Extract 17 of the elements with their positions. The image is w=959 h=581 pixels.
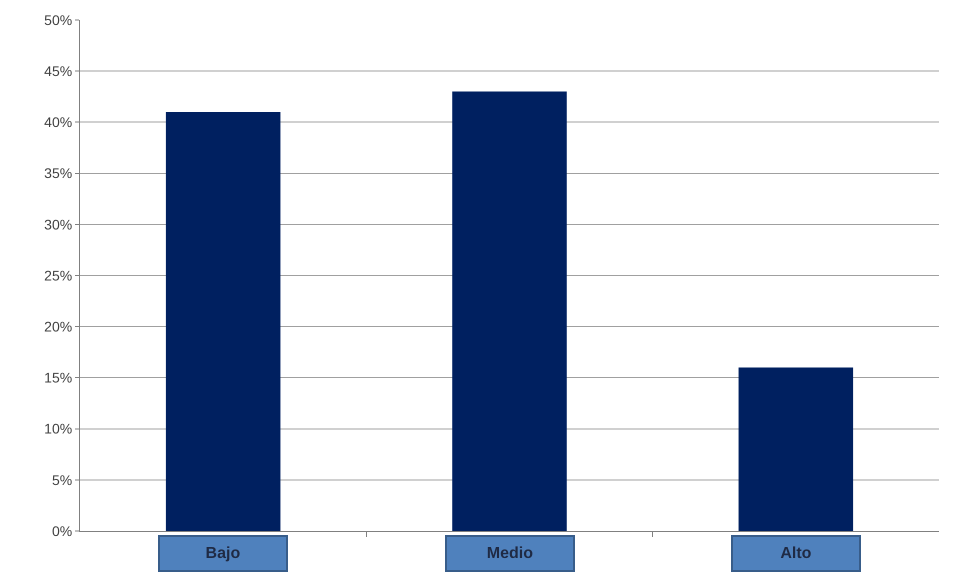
x-tick-label: Medio (486, 545, 534, 562)
y-tick-label: 20% (44, 318, 72, 334)
bar (452, 92, 567, 531)
x-tick-label: Alto (780, 545, 812, 562)
bar (166, 112, 280, 531)
y-tick-label: 50% (44, 12, 72, 28)
y-tick-label: 25% (44, 267, 72, 284)
y-tick-label: 40% (44, 114, 72, 130)
y-tick-label: 45% (44, 63, 72, 79)
x-tick-label: Bajo (206, 545, 240, 562)
y-tick-label: 15% (44, 370, 72, 386)
y-tick-label: 30% (44, 216, 72, 232)
y-tick-label: 35% (44, 165, 72, 182)
y-tick-label: 10% (44, 420, 72, 437)
y-tick-label: 5% (52, 472, 72, 488)
bar (738, 367, 854, 531)
y-tick-label: 0% (52, 522, 72, 539)
